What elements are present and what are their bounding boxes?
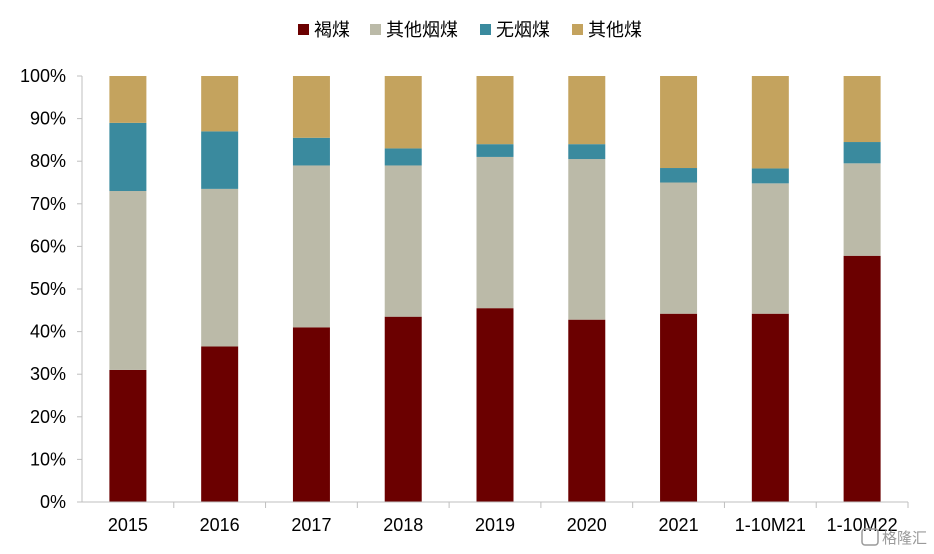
bar-segment-1 (476, 308, 514, 502)
x-axis-ticks: 2015 2016 2017 2018 2019 2020 2021 1-10M21 1-10M… (108, 502, 909, 535)
bar-segment-3 (843, 142, 881, 164)
bar-segment-2 (292, 165, 330, 328)
x-tick-label: 2017 (291, 515, 331, 535)
x-tick-label: 2015 (108, 515, 148, 535)
y-tick-label: 40% (30, 322, 66, 342)
y-tick-label: 80% (30, 151, 66, 171)
bar-segment-4 (476, 76, 514, 145)
x-tick-label: 2018 (383, 515, 423, 535)
y-tick-label: 90% (30, 109, 66, 129)
watermark-logo-icon (861, 528, 879, 546)
bar-segment-3 (660, 168, 698, 183)
bar-segment-4 (292, 76, 330, 138)
bar-segment-2 (476, 156, 514, 309)
bar-segment-2 (751, 183, 789, 314)
y-axis-ticks: 0% 10% 20% 30% 40% 50% 60% 70% 80% 90% 100% (20, 66, 82, 512)
bar-segment-4 (201, 76, 239, 132)
bar-segment-2 (109, 191, 147, 370)
y-tick-label: 100% (20, 66, 66, 86)
bar-segment-3 (201, 131, 239, 189)
bar-segment-3 (568, 144, 606, 160)
bar-segment-1 (660, 313, 698, 502)
y-tick-label: 60% (30, 236, 66, 256)
y-tick-label: 70% (30, 194, 66, 214)
bar-segment-3 (292, 137, 330, 166)
bar-segment-1 (201, 346, 239, 502)
bar-segment-3 (476, 144, 514, 157)
bar-segment-4 (384, 76, 422, 149)
bar-segment-2 (568, 159, 606, 320)
bar-segment-3 (109, 122, 147, 192)
legend-label: 其他烟煤 (386, 20, 458, 41)
watermark: 格隆汇 (861, 528, 927, 547)
legend-swatch (572, 24, 583, 35)
legend: 褐煤 其他烟煤 无烟煤 其他煤 (298, 20, 642, 41)
y-tick-label: 50% (30, 279, 66, 299)
y-tick-label: 0% (40, 492, 66, 512)
bar-segment-4 (660, 76, 698, 169)
bar-segment-3 (751, 168, 789, 184)
bar-segment-1 (384, 316, 422, 502)
x-tick-label: 2016 (200, 515, 240, 535)
bar-segment-4 (843, 76, 881, 143)
legend-label: 其他煤 (588, 20, 642, 41)
bar-segment-1 (751, 313, 789, 502)
legend-swatch (370, 24, 381, 35)
legend-swatch (480, 24, 491, 35)
bar-segment-2 (843, 163, 881, 256)
y-tick-label: 30% (30, 364, 66, 384)
bar-segment-1 (292, 327, 330, 502)
bar-segment-1 (843, 255, 881, 502)
bar-segment-2 (660, 182, 698, 314)
bar-segment-1 (109, 369, 147, 502)
bar-segment-4 (751, 76, 789, 169)
x-tick-label: 2021 (659, 515, 699, 535)
bars-group (109, 76, 881, 502)
x-tick-label: 2020 (567, 515, 607, 535)
bar-segment-4 (568, 76, 606, 145)
y-tick-label: 10% (30, 449, 66, 469)
bar-segment-2 (201, 188, 239, 347)
legend-label: 无烟煤 (496, 20, 550, 41)
bar-segment-3 (384, 148, 422, 166)
x-tick-label: 1-10M21 (735, 515, 806, 535)
x-tick-label: 1-10M22 (827, 515, 898, 535)
bar-segment-1 (568, 319, 606, 502)
legend-label: 褐煤 (314, 20, 350, 41)
bar-segment-2 (384, 165, 422, 317)
x-tick-label: 2019 (475, 515, 515, 535)
y-tick-label: 20% (30, 407, 66, 427)
legend-swatch (298, 24, 309, 35)
watermark-text: 格隆汇 (882, 529, 927, 547)
bar-segment-4 (109, 76, 147, 123)
